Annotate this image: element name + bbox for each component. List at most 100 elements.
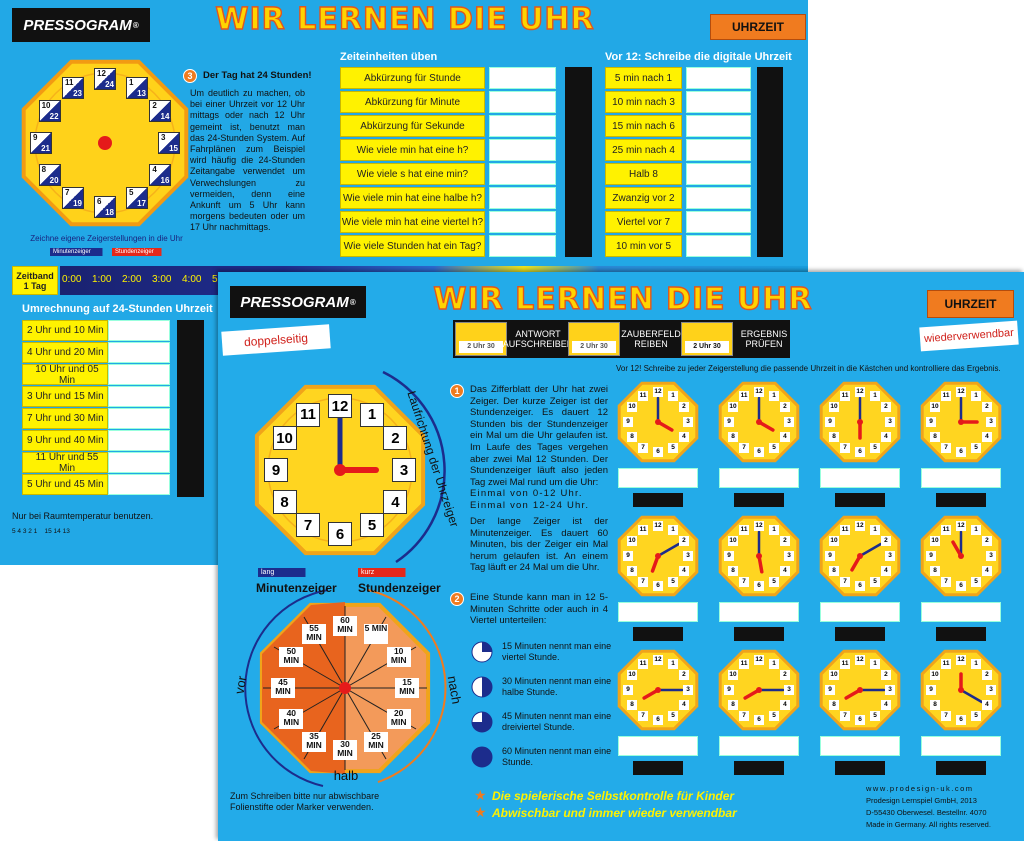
section-number: 2 xyxy=(450,592,464,606)
exercise-clock-number: 2 xyxy=(779,670,790,680)
exercise-clock-number: 7 xyxy=(739,710,749,721)
exercise-clock-number: 4 xyxy=(981,432,992,442)
tagline-star: ★ xyxy=(474,804,487,820)
exercise-clock-number: 5 xyxy=(668,710,678,721)
exercise-clock-number: 6 xyxy=(956,715,966,725)
hour-12: 11 xyxy=(65,77,74,87)
brand-registered: ® xyxy=(132,20,139,30)
table-label: Wie viele min hat eine halbe h? xyxy=(340,187,485,209)
clock-number: 4 xyxy=(383,490,408,514)
exercise-clock-number: 2 xyxy=(880,670,891,680)
exercise-clock-number: 2 xyxy=(678,670,689,680)
answer-field xyxy=(921,736,1001,756)
exercise-clock-number: 4 xyxy=(678,432,689,442)
exercise-clock-number: 7 xyxy=(840,576,850,587)
clock-number: 11 xyxy=(296,402,320,427)
exercise-clock-number: 4 xyxy=(678,700,689,710)
answer-field xyxy=(820,736,900,756)
exercise-clock-number: 6 xyxy=(754,447,764,457)
answer-field xyxy=(719,468,799,488)
short-arrow: kurz xyxy=(358,568,414,577)
exercise-clock-number: 5 xyxy=(769,710,779,721)
exercise-clock-number: 8 xyxy=(930,432,941,442)
exercise-clock-number: 5 xyxy=(971,576,981,587)
hour-12: 1 xyxy=(129,77,134,87)
usage-note: Nur bei Raumtemperatur benutzen. xyxy=(12,511,154,521)
step-image: 2 Uhr 30 xyxy=(455,322,507,356)
exercise-clock-number: 10 xyxy=(728,402,739,412)
clock-center xyxy=(334,464,346,476)
exercise-clock-number: 6 xyxy=(855,581,865,591)
hour-hand-arrow: Stundenzeiger xyxy=(112,248,170,256)
exercise-clock-number: 1 xyxy=(668,525,678,536)
answer-field xyxy=(686,163,751,185)
minute-label: 20 MIN xyxy=(386,709,411,729)
tagline-star: ★ xyxy=(474,787,487,803)
exercise-clock-number: 4 xyxy=(779,700,790,710)
answer-field xyxy=(686,235,751,257)
exercise-clock-number: 9 xyxy=(825,685,835,695)
timeline-label: Zeitband 1 Tag xyxy=(12,266,58,295)
hidden-answer xyxy=(633,761,683,775)
exercise-clock-number: 9 xyxy=(724,417,734,427)
conversion-label: 9 Uhr und 40 Min xyxy=(22,430,108,451)
clock-number: 6 xyxy=(328,522,352,546)
exercise-clock-number: 5 xyxy=(870,442,880,453)
exercise-clock-number: 9 xyxy=(724,551,734,561)
hidden-answer xyxy=(734,493,784,507)
exercise-clock-number: 10 xyxy=(829,670,840,680)
timeline-tick: 4:00 xyxy=(182,274,202,285)
exercise-clock-number: 2 xyxy=(981,536,992,546)
clock-number: 10 xyxy=(272,426,297,450)
step-image: 2 Uhr 30 xyxy=(681,322,733,356)
exercise-clock-number: 1 xyxy=(870,659,880,670)
hour-12: 9 xyxy=(33,133,38,142)
exercise-clock-number: 3 xyxy=(986,551,996,561)
minute-label: 25 MIN xyxy=(364,731,388,752)
badge: UHRZEIT xyxy=(927,290,1014,318)
section-number: 3 xyxy=(183,69,197,83)
exercise-clock-number: 12 xyxy=(653,655,663,665)
exercise-clock-number: 10 xyxy=(627,670,638,680)
exercise-clock-number: 9 xyxy=(926,417,936,427)
conversion-label: 7 Uhr und 30 Min xyxy=(22,408,108,429)
answer-field xyxy=(108,364,170,385)
exercise-clock-number: 8 xyxy=(930,566,941,576)
clock-number: 5 xyxy=(360,513,384,538)
step-time: 2 Uhr 30 xyxy=(572,341,616,353)
clock-number: 8 xyxy=(272,490,297,514)
answer-field xyxy=(108,320,170,341)
hour-24: 14 xyxy=(160,112,170,121)
conversion-label: 3 Uhr und 15 Min xyxy=(22,386,108,407)
conversion-heading: Umrechnung auf 24-Stunden Uhrzeit xyxy=(22,303,213,315)
exercise-clock-number: 2 xyxy=(779,402,790,412)
answer-field xyxy=(489,235,556,257)
table-label: Abkürzung für Sekunde xyxy=(340,115,485,137)
hour-12: 3 xyxy=(161,133,166,142)
answer-field xyxy=(108,452,170,473)
hour-hand-label: Stundenzeiger xyxy=(358,581,441,595)
exercise-clock-number: 2 xyxy=(981,402,992,412)
brand-logo: PRESSOGRAM ® xyxy=(12,8,150,42)
clock-number-box: 7 19 xyxy=(62,187,84,210)
imprint-line: Made in Germany. All rights reserved. xyxy=(866,820,991,829)
answer-field xyxy=(686,67,751,89)
exercise-clock-number: 8 xyxy=(728,700,739,710)
exercise-clock-number: 10 xyxy=(829,536,840,546)
quarter-text: 30 Minuten nennt man eine halbe Stunde. xyxy=(502,676,612,697)
exercise-clock-number: 5 xyxy=(769,576,779,587)
exercise-clock-number: 9 xyxy=(926,551,936,561)
exercise-clock-number: 7 xyxy=(638,442,648,453)
exercise-clock-number: 3 xyxy=(784,551,794,561)
answer-field xyxy=(618,468,698,488)
front-card: PRESSOGRAM ® WIR LERNEN DIE UHR UHRZEIT 2 Uh… xyxy=(218,272,1024,841)
exercise-clock-number: 11 xyxy=(739,391,749,402)
exercise-clock-number: 12 xyxy=(855,387,865,397)
exercise-clock-number: 11 xyxy=(840,391,850,402)
title: WIR LERNEN DIE UHR xyxy=(433,281,813,317)
timeline-tick: 3:00 xyxy=(152,274,172,285)
answer-field xyxy=(489,211,556,233)
table-label: 10 min vor 5 xyxy=(605,235,682,257)
answer-field xyxy=(618,602,698,622)
